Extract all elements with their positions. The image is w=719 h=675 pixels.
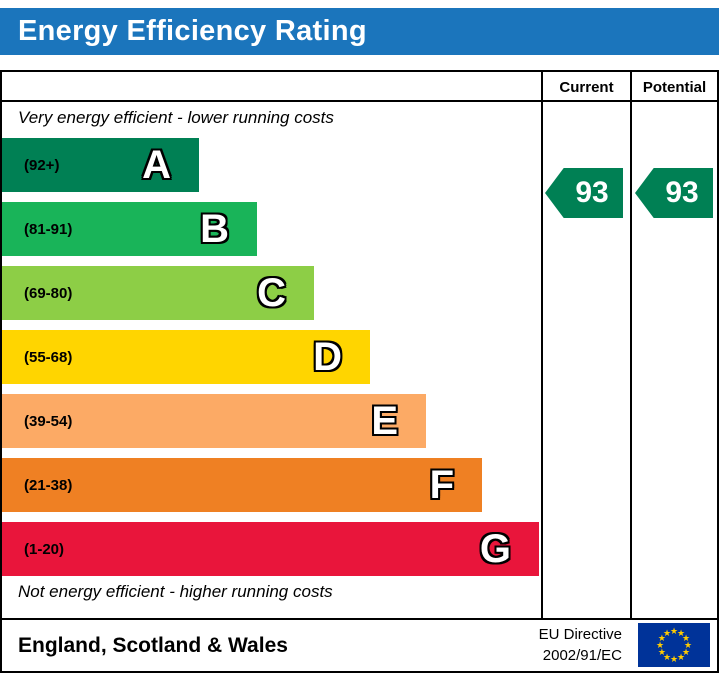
eu-directive-label: EU Directive 2002/91/EC	[480, 624, 622, 666]
band-f: (21-38) F	[2, 458, 482, 512]
band-c-range: (69-80)	[24, 284, 73, 302]
svg-text:★: ★	[682, 648, 690, 658]
svg-text:★: ★	[658, 648, 666, 658]
footer-divider	[2, 618, 717, 620]
current-rating-arrow: 93	[545, 168, 623, 218]
top-caption: Very energy efficient - lower running co…	[18, 108, 334, 127]
svg-text:★: ★	[677, 653, 685, 663]
band-e-letter: E	[371, 399, 398, 443]
footer: England, Scotland & Wales EU Directive 2…	[2, 620, 717, 671]
svg-text:★: ★	[684, 641, 692, 651]
column-divider-current	[541, 72, 543, 618]
potential-rating-arrow: 93	[635, 168, 713, 218]
current-rating-value: 93	[575, 176, 609, 209]
band-b-range: (81-91)	[24, 220, 73, 238]
potential-column-header: Potential	[642, 78, 707, 96]
svg-text:★: ★	[663, 629, 671, 639]
svg-text:★: ★	[663, 653, 671, 663]
svg-text:★: ★	[658, 634, 666, 644]
eu-directive-line2: 2002/91/EC	[542, 647, 622, 664]
band-e-range: (39-54)	[24, 412, 73, 430]
svg-text:★: ★	[670, 627, 678, 637]
band-c-letter: C	[257, 271, 286, 315]
svg-text:★: ★	[670, 655, 678, 665]
band-d: (55-68) D	[2, 330, 370, 384]
eu-flag-icon: ★ ★ ★ ★ ★ ★ ★ ★ ★ ★ ★ ★	[638, 623, 710, 667]
band-f-range: (21-38)	[24, 476, 73, 494]
bottom-caption: Not energy efficient - higher running co…	[18, 582, 333, 601]
svg-text:★: ★	[682, 634, 690, 644]
band-c: (69-80) C	[2, 266, 314, 320]
page-title: Energy Efficiency Rating	[18, 15, 367, 47]
band-e: (39-54) E	[2, 394, 426, 448]
eu-directive-line1: EU Directive	[538, 626, 622, 643]
epc-chart: Current Potential Very energy efficient …	[0, 70, 719, 673]
region-label: England, Scotland & Wales	[18, 633, 288, 657]
current-column-header: Current	[559, 78, 614, 96]
band-f-letter: F	[429, 463, 454, 507]
band-a: (92+) A	[2, 138, 199, 192]
band-g: (1-20) G	[2, 522, 539, 576]
band-g-letter: G	[479, 527, 511, 571]
column-divider-potential	[630, 72, 632, 618]
rating-bands: (92+) A (81-91) B (69-80) C (55-68) D (3…	[2, 138, 539, 586]
band-a-letter: A	[142, 143, 171, 187]
potential-rating-value: 93	[665, 176, 699, 209]
svg-text:★: ★	[677, 629, 685, 639]
band-g-range: (1-20)	[24, 540, 65, 558]
svg-text:★: ★	[656, 641, 664, 651]
band-d-letter: D	[313, 335, 342, 379]
header-row	[2, 72, 717, 102]
band-a-range: (92+)	[24, 156, 60, 174]
title-bar: Energy Efficiency Rating	[0, 8, 719, 55]
band-d-range: (55-68)	[24, 348, 73, 366]
band-b: (81-91) B	[2, 202, 257, 256]
band-b-letter: B	[200, 207, 229, 251]
